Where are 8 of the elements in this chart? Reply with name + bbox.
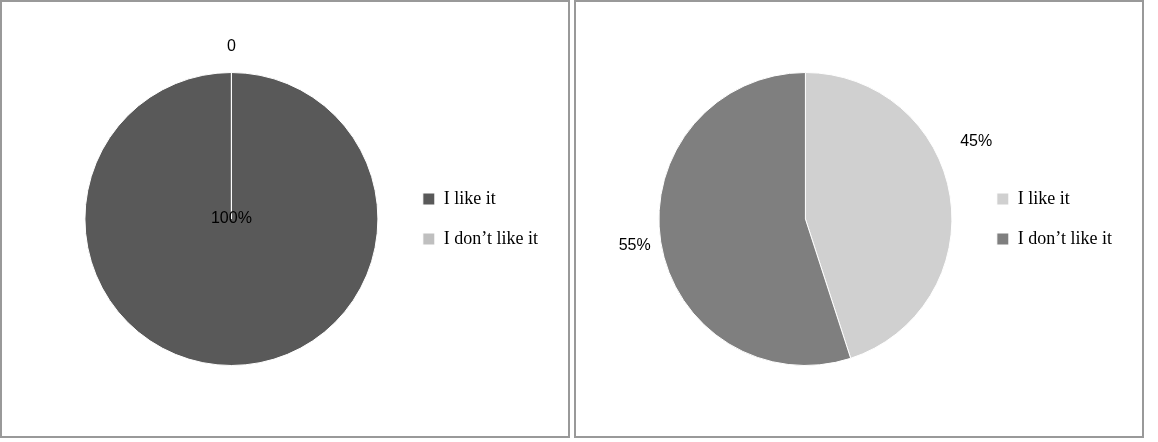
legend-label: I don’t like it — [1017, 227, 1113, 248]
text: 0 — [226, 36, 236, 54]
legend-label: I like it — [443, 187, 496, 208]
data-label: 45% — [960, 132, 993, 150]
legend-label: I like it — [1017, 187, 1070, 208]
legend-label: I don’t like it — [443, 227, 539, 248]
data-label: 55% — [618, 236, 651, 254]
data-label: 100% — [210, 209, 252, 227]
